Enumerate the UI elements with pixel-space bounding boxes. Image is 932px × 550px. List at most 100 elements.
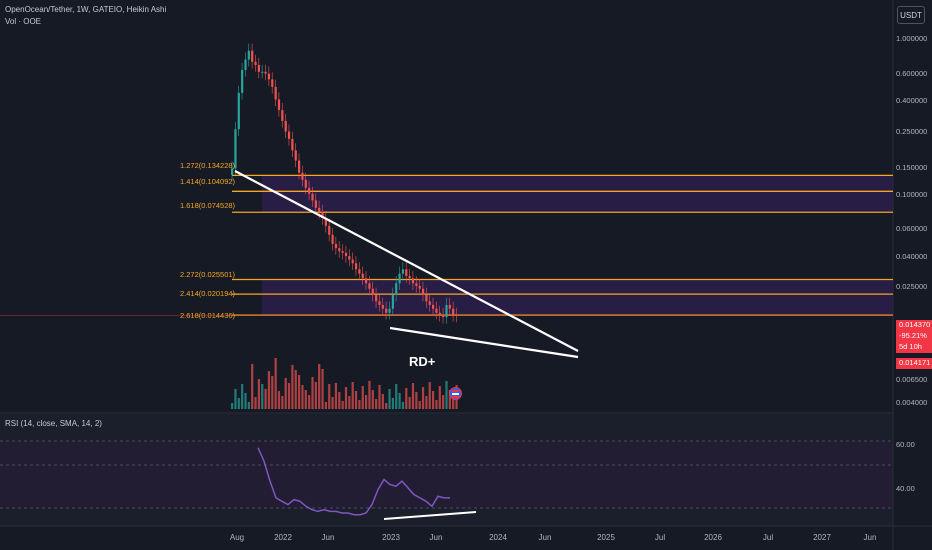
rsi-line [257,447,450,516]
volume-bar [425,396,428,409]
volume-bar [348,396,351,409]
volume-bar [452,399,455,409]
candle-body [321,211,324,218]
candle-body [304,179,307,188]
candle-body [254,61,257,66]
candle-body [334,243,338,249]
candle-body [264,71,267,74]
volume-bar [334,383,338,409]
volume-bar [418,401,421,409]
candle-body [324,217,327,226]
time-tick: Aug [229,533,245,542]
volume-bar [231,403,234,409]
candle-body [381,304,384,309]
candle-body [408,275,411,279]
candle-body [445,304,448,318]
volume-bar [314,382,317,409]
volume-bar [311,377,314,409]
lower-trendline [389,326,579,359]
volume-bar [234,389,237,409]
fib-lines [0,174,893,316]
volume-bar [341,401,344,409]
volume-bar [271,376,274,409]
price-tick: 0.025000 [896,282,928,291]
candle-body [311,193,314,201]
upper-trendline [234,170,579,352]
price-tick: 0.250000 [896,127,928,136]
volume-bar [371,390,374,409]
rsi-tick: 60.00 [896,440,915,449]
volume-bar [237,398,240,409]
candle-body [405,269,408,276]
candle-body [398,273,401,284]
fib-label: 2.414(0.020194) [180,289,236,298]
candle-body [308,187,311,194]
volume-bar [247,402,250,409]
candle-body [421,288,425,295]
volume-bar [445,381,448,409]
price-tick: 0.100000 [896,190,928,199]
rsi-tick: 40.00 [896,484,915,493]
price-tick: 0.060000 [896,224,928,233]
candle-body [395,283,398,295]
candle-body [388,308,391,313]
candle-body [368,283,371,289]
candle-body [378,301,381,305]
volume-bar [281,396,284,409]
volume-bars [231,358,458,409]
symbol-title[interactable]: OpenOcean/Tether, 1W, GATEIO, Heikin Ash… [5,5,167,14]
rd-annotation[interactable]: RD+ [409,354,436,369]
candle-body [358,269,361,274]
candle-body [251,50,254,62]
candle-body [375,294,378,302]
volume-bar [365,395,368,409]
rsi-title[interactable]: RSI (14, close, SMA, 14, 2) [5,419,102,428]
low-badge: 0.014171 [896,358,932,369]
currency-button[interactable]: USDT [897,6,925,24]
last-price-badge: 0.014370 [896,320,932,331]
time-tick: 2026 [704,533,722,542]
fib-label: 1.414(0.104092) [180,177,236,186]
time-tick: Jul [654,533,666,542]
volume-bar [294,370,297,409]
price-tick: 0.600000 [896,69,928,78]
time-tick: 2027 [813,533,831,542]
candle-body [425,294,428,302]
time-tick: Jun [321,533,335,542]
fib-label: 2.272(0.025501) [180,270,236,279]
volume-legend[interactable]: Vol · OOE [5,17,42,26]
time-tick: Jun [863,533,877,542]
volume-bar [328,384,331,409]
fib-label: 1.272(0.134228) [180,161,236,170]
price-tick: 0.150000 [896,163,928,172]
volume-bar [405,388,408,409]
candle-body [277,99,281,111]
candle-body [284,120,287,132]
volume-bar [304,390,307,409]
candle-body [261,71,264,73]
fib-zone-upper [262,175,893,213]
volume-bar [378,385,381,409]
volume-bar [284,378,287,409]
volume-bar [395,384,398,409]
candle-body [361,273,364,279]
candle-body [287,131,291,139]
candle-body [455,314,458,316]
volume-bar [261,384,264,409]
candle-body [348,256,351,260]
time-tick: Jul [762,533,774,542]
time-tick: 2023 [382,533,400,542]
candle-body [338,248,341,252]
candle-body [354,263,358,270]
candle-body [344,252,348,257]
volume-bar [358,400,361,409]
volume-bar [298,375,301,409]
candle-body [234,129,237,169]
candle-body [257,65,260,72]
volume-bar [368,381,371,409]
candle-body [448,304,451,309]
us-flag-icon[interactable] [449,387,462,400]
price-tick: 0.004000 [896,398,928,407]
fib-label: 2.618(0.014436) [180,311,236,320]
